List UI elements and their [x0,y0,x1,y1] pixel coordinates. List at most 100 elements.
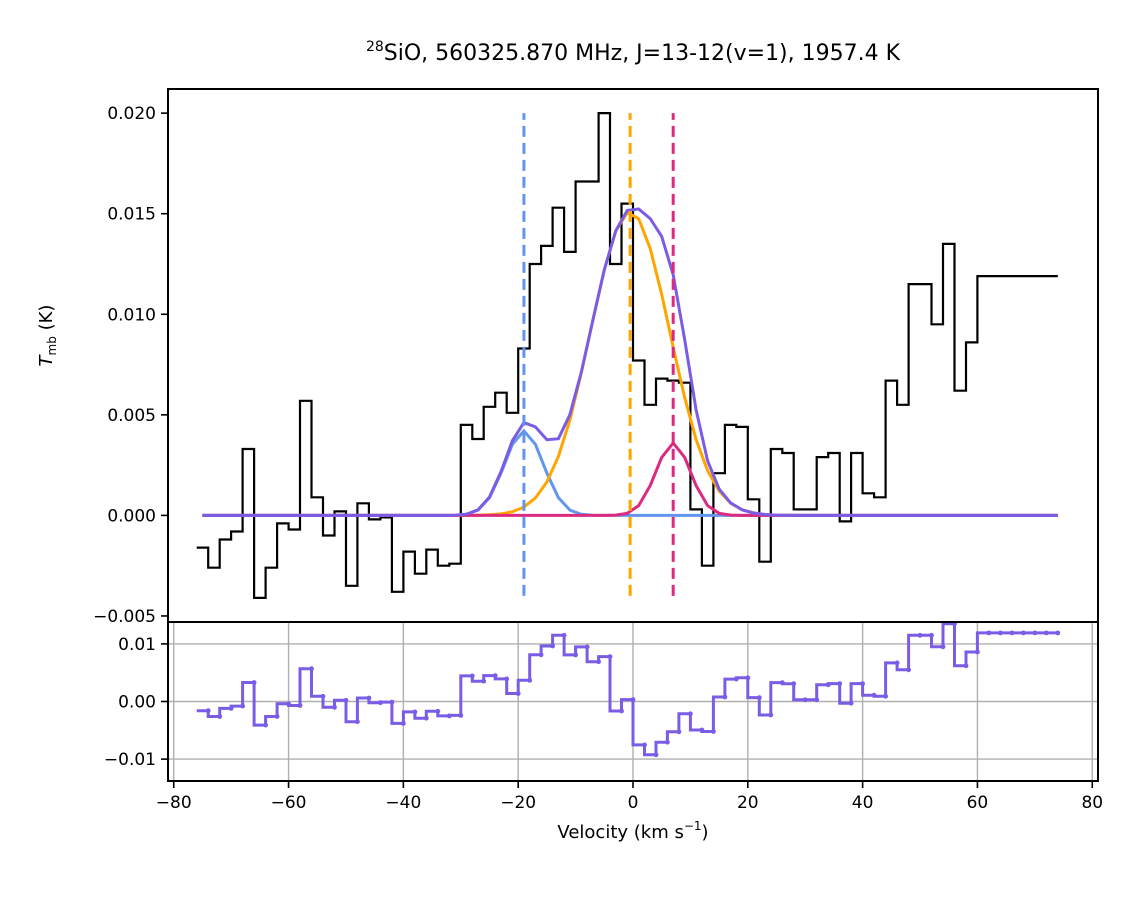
ylabel-main: T [36,353,57,366]
xlabel-sup: −1 [684,819,702,833]
x-tick-label: −20 [500,793,536,813]
residual-point [1021,630,1026,636]
residual-point [550,643,555,649]
residual-point [205,708,211,714]
residual-point [653,752,659,758]
residual-point [596,659,601,665]
residual-point [378,700,383,706]
spectrum-y-tick-label: 0.010 [107,305,156,325]
residual-point [917,632,923,638]
residual-point [320,693,326,699]
residual-point [756,695,762,700]
residual-point [538,652,544,658]
residual-point [952,622,957,627]
residual-point [779,680,785,685]
model-total-line [202,207,1058,517]
x-tick-label: 60 [967,793,989,813]
residual-point [446,713,452,719]
residual-x-ticks: −80 −60 −40 −20 0 20 40 60 80 [156,781,1103,813]
residual-point [1009,630,1015,636]
x-tick-label: 80 [1081,793,1103,813]
residual-point [963,663,969,669]
residual-point [711,729,716,734]
residual-point [665,739,670,745]
residual-point [297,703,303,708]
residual-point [848,700,854,706]
spectrum-y-tick-label: 0.015 [107,205,156,225]
residual-y-tick-label: 0.01 [118,635,156,655]
residual-point [860,681,865,686]
residual-point [722,694,728,700]
residual-point [240,703,246,709]
residual-point [228,706,234,711]
residual-point [274,714,280,719]
spectrum-y-tick-label: −0.005 [93,607,156,627]
residual-point [401,721,406,726]
spectrum-y-tick-label: 0.005 [107,406,156,426]
x-tick-label: −80 [156,793,192,813]
residual-point [733,676,739,682]
residual-point [642,742,647,748]
residual-point [1055,630,1061,636]
spectrum-y-tick-label: 0.020 [107,104,156,124]
spectrum-y-ticks: −0.005 0.000 0.005 0.010 0.015 0.020 [93,104,168,627]
residual-point [676,729,682,735]
residual-point [527,677,533,683]
residual-y-tick-label: −0.01 [104,750,156,770]
residual-point [619,708,624,714]
xlabel-main: Velocity (km s [557,822,683,843]
residual-point [435,708,441,714]
residual-point [251,680,257,685]
ylabel-unit-text: (K) [36,305,57,331]
observed-spectrum-line [196,111,1058,600]
x-axis-label: Velocity (km s−1) [557,819,708,843]
residual-point [802,697,808,703]
x-tick-label: −40 [385,793,421,813]
x-tick-label: −60 [271,793,307,813]
residual-point [745,675,751,681]
residual-point [975,649,980,655]
residual-point [699,727,705,733]
residual-point [871,692,877,698]
residual-y-tick-label: 0.00 [118,693,156,713]
residual-point [458,713,464,718]
residual-point [469,673,475,679]
residual-point [286,701,291,707]
residual-point [504,676,510,682]
residual-point [906,667,911,673]
residual-point [1032,630,1038,636]
residual-panel: −0.01 0.00 0.01 −80 −60 −40 −20 0 20 40 60 80 Velo… [104,621,1103,843]
x-tick-label: 40 [852,793,874,813]
chart-title-text: SiO, 560325.870 MHz, J=13-12(v=1), 1957.… [384,41,901,66]
residual-line [196,622,1058,757]
x-tick-label: 0 [628,793,639,813]
residual-point [355,719,360,725]
residual-point [768,712,774,718]
residual-point [412,709,418,715]
residual-point [825,682,831,688]
residual-point [309,666,314,672]
residual-point [986,630,992,636]
ylabel-sub: mb [45,336,59,355]
residual-point [573,652,578,658]
residual-point [688,711,693,717]
residual-point [630,697,636,702]
spectrum-panel: −0.005 0.000 0.005 0.010 0.015 0.020 Tmb (K) [36,88,1099,627]
residual-point [515,691,521,696]
x-tick-label: 20 [737,793,759,813]
residual-point [561,632,567,638]
residual-point [883,693,888,699]
residual-y-ticks: −0.01 0.00 0.01 [104,635,168,770]
residual-point [217,714,223,719]
residual-point [343,697,349,703]
spectrum-y-tick-label: 0.000 [107,506,156,526]
residual-point [584,644,590,650]
residual-point [263,722,268,728]
residual-point [389,699,395,705]
residual-point [894,660,900,666]
residual-point [940,644,946,650]
residual-point [791,681,797,687]
chart-title-superscript: 28 [366,39,384,55]
residual-point [423,715,429,721]
